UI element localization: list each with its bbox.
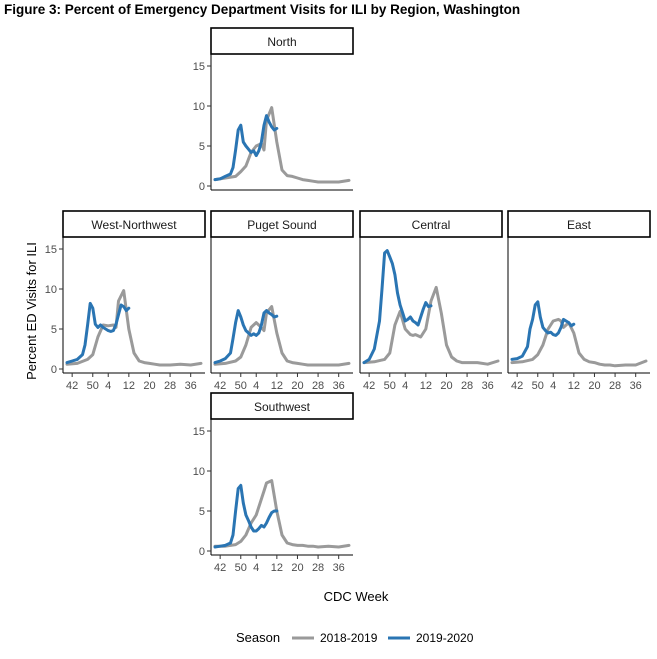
y-tick-label-southwest: 15 xyxy=(193,426,205,438)
legend-label-2019-2020: 2019-2020 xyxy=(416,631,474,645)
x-tick-label-west-northwest: 36 xyxy=(185,380,197,392)
x-tick-label-southwest: 50 xyxy=(235,562,247,574)
x-tick-label-east: 50 xyxy=(532,380,544,392)
y-tick-label-southwest: 0 xyxy=(199,546,205,558)
x-tick-label-east: 4 xyxy=(550,380,556,392)
series-line-east-2018-2019 xyxy=(510,317,648,368)
x-tick-label-east: 12 xyxy=(568,380,580,392)
series-line-central-2018-2019 xyxy=(362,285,500,366)
strip-east xyxy=(507,210,651,238)
x-axis-title: CDC Week xyxy=(324,589,389,604)
x-tick-label-central: 20 xyxy=(440,380,452,392)
x-tick-label-southwest: 20 xyxy=(291,562,303,574)
x-tick-label-puget-sound: 42 xyxy=(214,380,226,392)
x-tick-label-west-northwest: 42 xyxy=(66,380,78,392)
strip-west-northwest xyxy=(62,210,206,238)
strip-label-puget-sound: Puget Sound xyxy=(247,218,316,232)
series-line-southwest-2019-2020 xyxy=(213,483,279,549)
y-tick-label-north: 10 xyxy=(193,101,205,113)
x-tick-label-west-northwest: 20 xyxy=(143,380,155,392)
x-tick-label-central: 50 xyxy=(384,380,396,392)
series-line-puget-sound-2018-2019 xyxy=(213,305,351,367)
series-line-puget-sound-2019-2020 xyxy=(213,309,279,365)
x-tick-label-puget-sound: 50 xyxy=(235,380,247,392)
x-tick-label-west-northwest: 12 xyxy=(123,380,135,392)
series-line-north-2019-2020 xyxy=(213,114,279,182)
strip-label-west-northwest: West-Northwest xyxy=(91,218,177,232)
series-line-west-northwest-2018-2019 xyxy=(65,289,203,367)
strip-label-southwest: Southwest xyxy=(254,400,311,414)
strip-label-east: East xyxy=(567,218,592,232)
figure-title: Figure 3: Percent of Emergency Departmen… xyxy=(4,2,521,17)
legend-label-2018-2019: 2018-2019 xyxy=(320,631,378,645)
strip-north xyxy=(210,27,354,55)
legend-title: Season xyxy=(236,630,280,645)
x-tick-label-puget-sound: 12 xyxy=(271,380,283,392)
x-tick-label-west-northwest: 50 xyxy=(87,380,99,392)
x-tick-label-southwest: 36 xyxy=(333,562,345,574)
series-line-central-2019-2020 xyxy=(362,249,433,365)
x-tick-label-puget-sound: 4 xyxy=(253,380,259,392)
x-tick-label-central: 36 xyxy=(482,380,494,392)
x-tick-label-east: 28 xyxy=(609,380,621,392)
y-tick-label-southwest: 5 xyxy=(199,506,205,518)
y-tick-label-west-northwest: 10 xyxy=(45,284,57,296)
x-tick-label-central: 42 xyxy=(363,380,375,392)
strip-puget-sound xyxy=(210,210,354,238)
x-tick-label-east: 36 xyxy=(630,380,642,392)
x-tick-label-west-northwest: 4 xyxy=(105,380,111,392)
y-axis-title: Percent ED Visits for ILI xyxy=(24,242,39,380)
x-tick-label-southwest: 4 xyxy=(253,562,259,574)
x-tick-label-central: 28 xyxy=(461,380,473,392)
strip-southwest xyxy=(210,392,354,420)
strip-label-central: Central xyxy=(412,218,451,232)
x-tick-label-puget-sound: 36 xyxy=(333,380,345,392)
y-tick-label-southwest: 10 xyxy=(193,466,205,478)
series-line-west-northwest-2019-2020 xyxy=(65,301,131,365)
y-tick-label-west-northwest: 5 xyxy=(51,324,57,336)
x-tick-label-southwest: 28 xyxy=(312,562,324,574)
x-tick-label-puget-sound: 28 xyxy=(312,380,324,392)
x-tick-label-central: 4 xyxy=(402,380,408,392)
y-tick-label-north: 15 xyxy=(193,61,205,73)
x-tick-label-southwest: 12 xyxy=(271,562,283,574)
strip-label-north: North xyxy=(267,35,296,49)
x-tick-label-southwest: 42 xyxy=(214,562,226,574)
series-line-north-2018-2019 xyxy=(213,106,351,184)
x-tick-label-puget-sound: 20 xyxy=(291,380,303,392)
y-tick-label-west-northwest: 0 xyxy=(51,364,57,376)
x-tick-label-west-northwest: 28 xyxy=(164,380,176,392)
y-tick-label-north: 0 xyxy=(199,181,205,193)
strip-central xyxy=(359,210,503,238)
x-tick-label-east: 42 xyxy=(511,380,523,392)
y-tick-label-west-northwest: 15 xyxy=(45,244,57,256)
y-tick-label-north: 5 xyxy=(199,141,205,153)
x-tick-label-central: 12 xyxy=(420,380,432,392)
x-tick-label-east: 20 xyxy=(588,380,600,392)
series-line-east-2019-2020 xyxy=(510,300,576,361)
